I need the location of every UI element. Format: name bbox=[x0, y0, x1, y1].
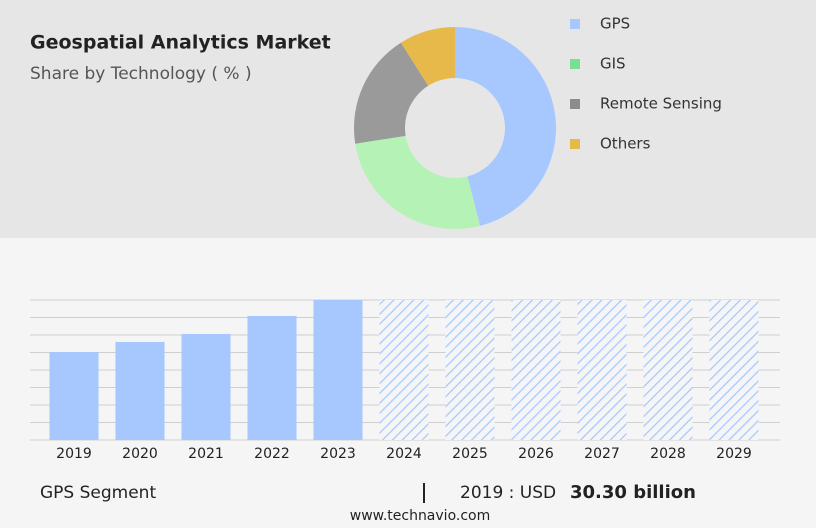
legend-label: GPS bbox=[600, 15, 630, 33]
x-tick-label: 2020 bbox=[122, 446, 158, 462]
donut-slice bbox=[355, 135, 481, 229]
x-tick-label: 2019 bbox=[56, 446, 92, 462]
x-tick-label: 2027 bbox=[584, 446, 620, 462]
legend-swatch bbox=[570, 59, 580, 69]
donut-slice bbox=[353, 42, 429, 144]
legend-swatch bbox=[570, 139, 580, 149]
bar bbox=[247, 315, 297, 440]
legend-label: Remote Sensing bbox=[600, 95, 722, 113]
x-tick-label: 2022 bbox=[254, 446, 290, 462]
x-tick-label: 2028 bbox=[650, 446, 686, 462]
forecast-bar bbox=[379, 300, 429, 440]
bar bbox=[115, 341, 165, 440]
legend-label: GIS bbox=[600, 55, 626, 73]
x-tick-label: 2023 bbox=[320, 446, 356, 462]
website: www.technavio.com bbox=[350, 508, 491, 524]
donut-slice bbox=[400, 27, 455, 86]
bar bbox=[181, 333, 231, 440]
x-tick-label: 2024 bbox=[386, 446, 422, 462]
x-tick-label: 2025 bbox=[452, 446, 488, 462]
forecast-bar bbox=[709, 300, 759, 440]
bar bbox=[49, 351, 99, 440]
year-currency: 2019 : USD bbox=[460, 483, 556, 503]
donut-slice bbox=[455, 27, 556, 226]
forecast-bar bbox=[577, 300, 627, 440]
x-tick-label: 2029 bbox=[716, 446, 752, 462]
legend-label: Others bbox=[600, 135, 651, 153]
forecast-bar bbox=[445, 300, 495, 440]
segment-label: GPS Segment bbox=[40, 483, 156, 503]
legend-swatch bbox=[570, 19, 580, 29]
legend-swatch bbox=[570, 99, 580, 109]
x-tick-label: 2021 bbox=[188, 446, 224, 462]
forecast-bar bbox=[643, 300, 693, 440]
bar bbox=[313, 300, 363, 440]
title: Geospatial Analytics Market bbox=[30, 32, 331, 54]
forecast-bar bbox=[511, 300, 561, 440]
subtitle: Share by Technology ( % ) bbox=[30, 64, 252, 84]
segment-value: 30.30 billion bbox=[570, 482, 696, 503]
x-tick-label: 2026 bbox=[518, 446, 554, 462]
